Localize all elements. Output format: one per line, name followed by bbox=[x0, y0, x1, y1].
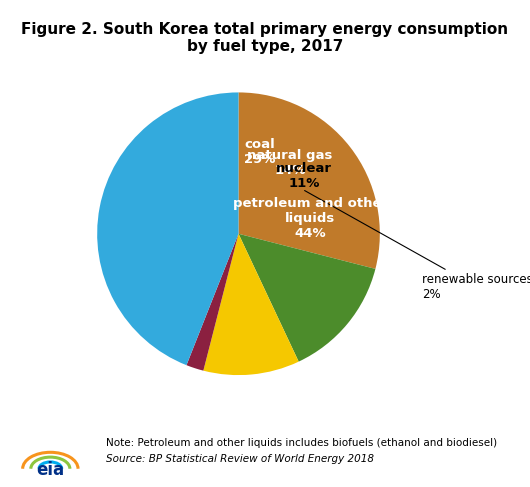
Text: nuclear
11%: nuclear 11% bbox=[276, 162, 332, 190]
Text: Note: Petroleum and other liquids includes biofuels (ethanol and biodiesel): Note: Petroleum and other liquids includ… bbox=[106, 438, 497, 449]
Text: natural gas
14%: natural gas 14% bbox=[248, 149, 333, 177]
Wedge shape bbox=[204, 234, 299, 375]
Text: Figure 2. South Korea total primary energy consumption
by fuel type, 2017: Figure 2. South Korea total primary ener… bbox=[21, 22, 509, 55]
Wedge shape bbox=[238, 93, 380, 269]
Wedge shape bbox=[187, 234, 239, 371]
Text: petroleum and other
liquids
44%: petroleum and other liquids 44% bbox=[233, 197, 388, 240]
Text: renewable sources
2%: renewable sources 2% bbox=[305, 190, 530, 301]
Text: Source: BP Statistical Review of World Energy 2018: Source: BP Statistical Review of World E… bbox=[106, 454, 374, 464]
Wedge shape bbox=[238, 234, 375, 362]
Wedge shape bbox=[97, 93, 238, 365]
Text: coal
29%: coal 29% bbox=[244, 138, 276, 166]
Text: eia: eia bbox=[36, 461, 65, 479]
